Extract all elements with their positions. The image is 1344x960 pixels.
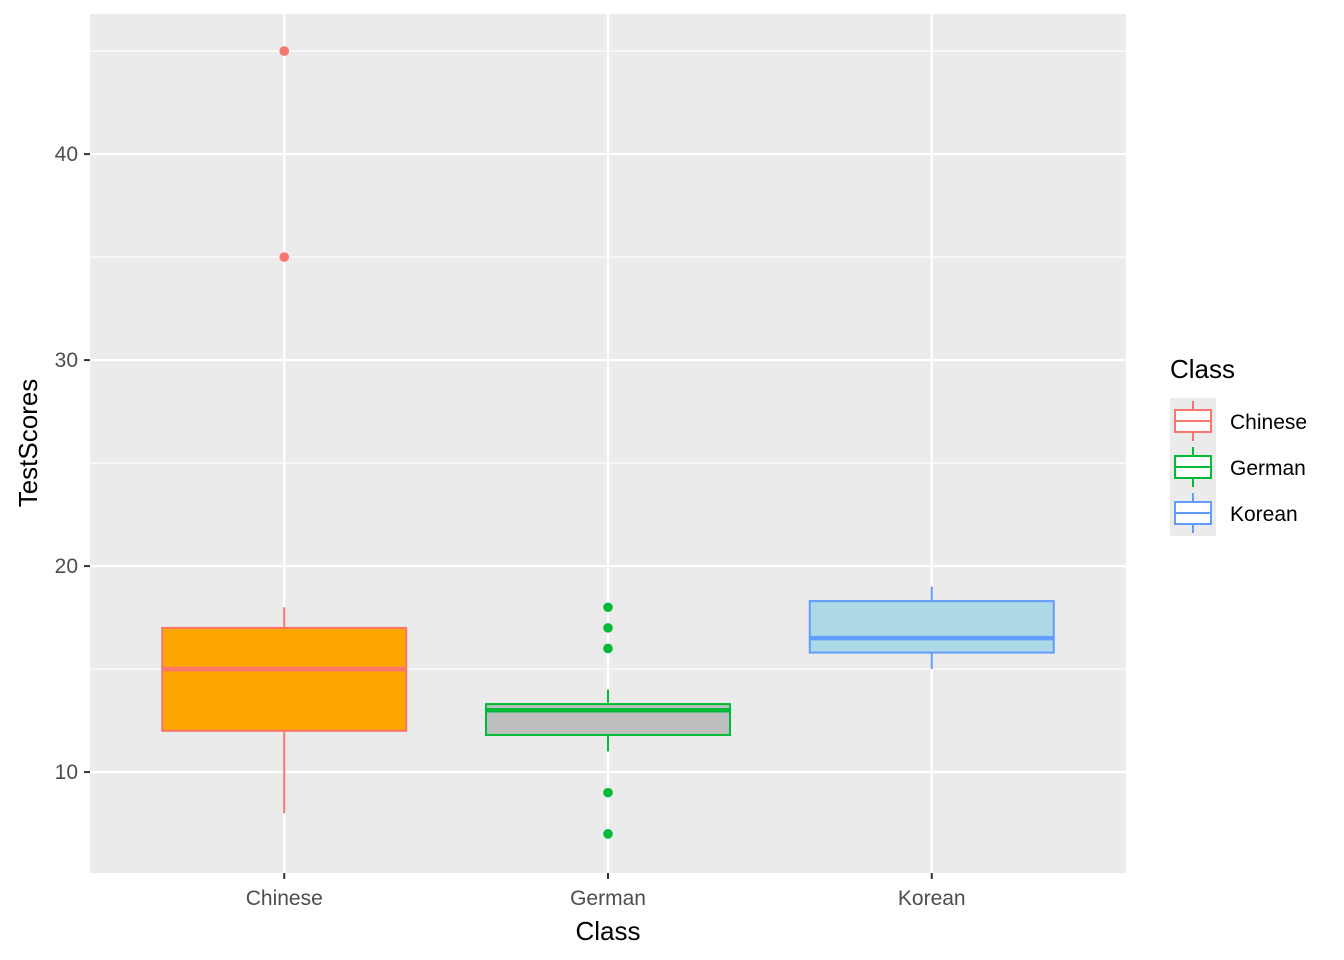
y-axis-title: TestScores — [13, 379, 43, 508]
legend-key-german: German — [1174, 447, 1306, 487]
legend-keys: Chinese German Korean — [1170, 398, 1307, 536]
outlier-point — [603, 602, 613, 613]
box-body — [161, 626, 408, 732]
y-tick-label: 10 — [55, 761, 78, 784]
outlier-point — [603, 623, 613, 633]
x-tick-label: German — [570, 887, 646, 910]
legend-label-korean: Korean — [1230, 503, 1298, 526]
legend-label-german: German — [1230, 457, 1306, 480]
outlier-point — [279, 252, 290, 262]
legend-title: Class — [1170, 354, 1235, 384]
legend-key-chinese: Chinese — [1174, 401, 1307, 441]
y-tick-label: 30 — [55, 349, 78, 372]
legend: Class Chinese German Korean — [1170, 354, 1307, 536]
legend-label-chinese: Chinese — [1230, 411, 1307, 434]
y-tick-label: 20 — [55, 555, 78, 578]
outlier-point — [603, 829, 613, 839]
boxes — [161, 46, 1055, 839]
y-axis-ticks: 10 20 30 40 — [55, 143, 90, 784]
outlier-point — [603, 643, 613, 654]
box-chinese — [161, 46, 408, 814]
outlier-point — [603, 787, 613, 798]
x-tick-label: Chinese — [246, 887, 323, 910]
outlier-point — [279, 46, 290, 56]
x-axis-title: Class — [575, 916, 640, 946]
box-body — [808, 600, 1055, 654]
legend-key-korean: Korean — [1174, 493, 1298, 533]
box-korean — [808, 586, 1055, 670]
x-tick-label: Korean — [898, 887, 966, 910]
box-german — [485, 602, 731, 839]
x-axis-ticks: Chinese German Korean — [246, 873, 966, 910]
y-tick-label: 40 — [55, 143, 78, 166]
